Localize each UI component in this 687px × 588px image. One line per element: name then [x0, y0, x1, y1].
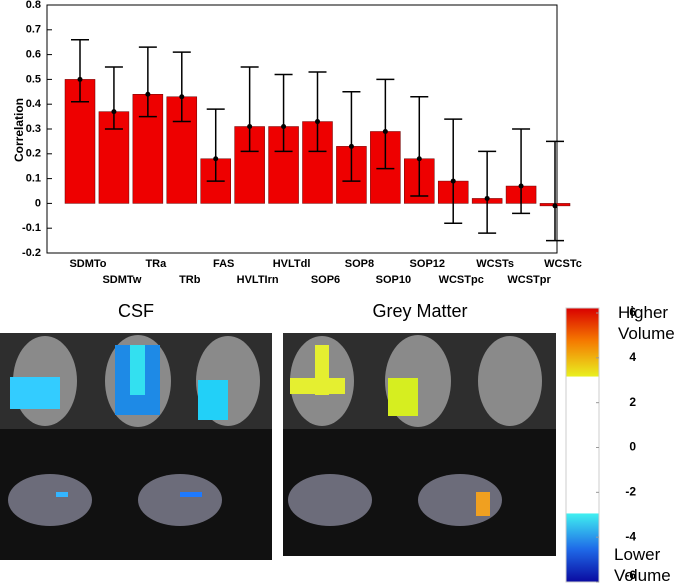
mean-dot [77, 76, 83, 82]
y-tick-label: 0 [35, 197, 41, 209]
y-axis-label: Correlation [12, 98, 26, 162]
mean-dot [179, 94, 185, 100]
x-tick-label: HVLTIrn [237, 274, 279, 286]
x-tick-label: WCSTc [544, 258, 582, 270]
colorbar-tick-label: -2 [625, 485, 636, 499]
colorbar-tick-label: -4 [625, 529, 636, 543]
y-tick-label: 0.5 [26, 73, 41, 85]
colorbar-tick-label: 4 [629, 350, 636, 364]
x-tick-label: SDMTw [102, 274, 141, 286]
colorbar-tick-label: 2 [629, 395, 636, 409]
mean-dot [281, 124, 287, 130]
mean-dot [518, 183, 524, 189]
y-tick-label: -0.1 [22, 222, 41, 234]
x-tick-label: WCSTpc [439, 274, 484, 286]
y-tick-label: 0.4 [26, 98, 42, 110]
y-tick-label: 0.1 [26, 173, 41, 185]
x-tick-label: HVLTdl [273, 258, 311, 270]
panel-title: CSF [118, 301, 154, 321]
y-tick-label: 0.6 [26, 49, 41, 61]
mean-dot [552, 203, 558, 209]
mean-dot [315, 119, 320, 125]
colorbar-top-label: Higher Volume [618, 303, 675, 343]
mean-dot [450, 178, 456, 184]
x-tick-label: WCSTpr [507, 274, 551, 286]
colorbar-tick-label: -6 [625, 568, 636, 582]
brain-panel [0, 333, 556, 560]
mean-dot [416, 156, 422, 162]
colorbar-tick-label: 0 [629, 440, 636, 454]
mean-dot [348, 143, 354, 149]
x-tick-label: TRa [145, 258, 167, 270]
y-tick-label: 0.7 [26, 24, 41, 36]
x-tick-label: SOP8 [345, 258, 374, 270]
x-tick-label: SOP10 [376, 274, 411, 286]
mean-dot [382, 128, 388, 134]
y-tick-label: 0.3 [26, 123, 41, 135]
colorbar [565, 307, 600, 583]
x-tick-label: SDMTo [69, 258, 106, 270]
mean-dot [111, 109, 117, 115]
y-tick-label: -0.2 [22, 247, 41, 259]
x-tick-label: TRb [179, 274, 201, 286]
x-tick-label: SOP12 [410, 258, 445, 270]
y-tick-label: 0.8 [26, 0, 41, 11]
mean-dot [484, 195, 490, 201]
x-tick-label: SOP6 [311, 274, 340, 286]
mean-dot [213, 156, 219, 162]
colorbar-bottom-label: Lower Volume [614, 545, 671, 585]
x-tick-label: WCSTs [476, 258, 514, 270]
panel-title: Grey Matter [372, 301, 467, 321]
x-tick-label: FAS [213, 258, 234, 270]
mean-dot [145, 91, 151, 97]
mean-dot [247, 124, 253, 130]
colorbar-tick-label: 6 [629, 305, 636, 319]
y-tick-label: 0.2 [26, 148, 41, 160]
